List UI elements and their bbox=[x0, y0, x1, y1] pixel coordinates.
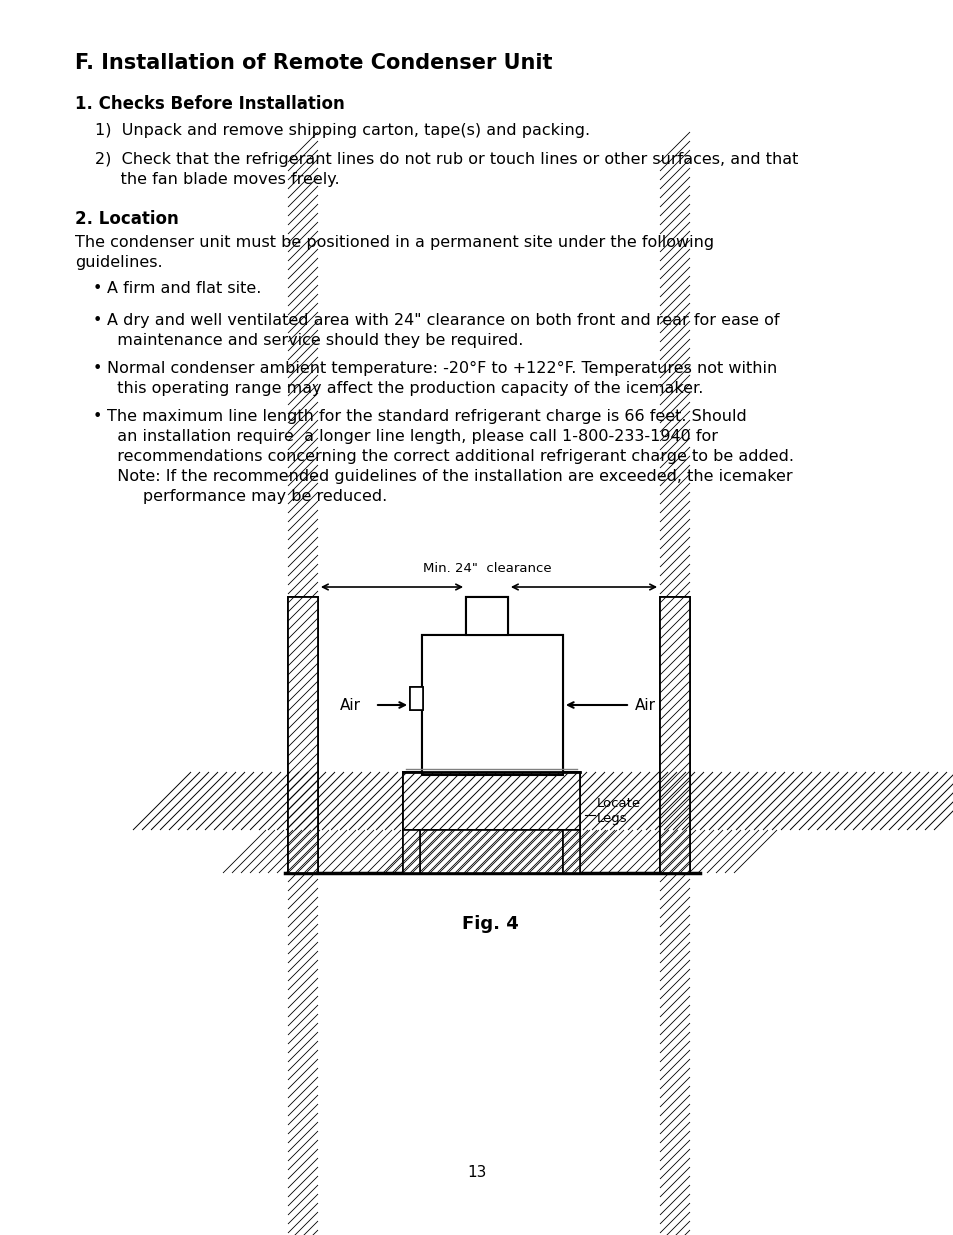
Text: performance may be reduced.: performance may be reduced. bbox=[107, 489, 387, 504]
Text: maintenance and service should they be required.: maintenance and service should they be r… bbox=[107, 333, 523, 348]
Text: The condenser unit must be positioned in a permanent site under the following: The condenser unit must be positioned in… bbox=[75, 235, 714, 249]
Bar bbox=[410, 687, 422, 710]
Text: A firm and flat site.: A firm and flat site. bbox=[107, 282, 261, 296]
Bar bbox=[562, 830, 579, 873]
Bar bbox=[402, 830, 419, 873]
Text: •: • bbox=[92, 361, 102, 375]
Text: recommendations concerning the correct additional refrigerant charge to be added: recommendations concerning the correct a… bbox=[107, 450, 793, 464]
Text: 13: 13 bbox=[467, 1165, 486, 1179]
Text: guidelines.: guidelines. bbox=[75, 254, 162, 270]
Text: Min. 24"  clearance: Min. 24" clearance bbox=[422, 562, 551, 576]
Bar bbox=[659, 597, 689, 873]
Text: F. Installation of Remote Condenser Unit: F. Installation of Remote Condenser Unit bbox=[75, 53, 552, 73]
Text: •: • bbox=[92, 312, 102, 329]
Text: Air: Air bbox=[635, 698, 656, 713]
Text: A dry and well ventilated area with 24" clearance on both front and rear for eas: A dry and well ventilated area with 24" … bbox=[107, 312, 779, 329]
Text: an installation require  a longer line length, please call 1-800-233-1940 for: an installation require a longer line le… bbox=[107, 429, 718, 445]
Bar bbox=[419, 830, 562, 873]
Bar bbox=[402, 772, 579, 830]
Text: 1. Checks Before Installation: 1. Checks Before Installation bbox=[75, 95, 344, 112]
Text: Air: Air bbox=[339, 698, 360, 713]
Text: 2. Location: 2. Location bbox=[75, 210, 178, 228]
Text: 1)  Unpack and remove shipping carton, tape(s) and packing.: 1) Unpack and remove shipping carton, ta… bbox=[95, 124, 590, 138]
Bar bbox=[421, 635, 562, 776]
Text: •: • bbox=[92, 409, 102, 424]
Text: Locate
Legs: Locate Legs bbox=[597, 797, 640, 825]
Text: Note: If the recommended guidelines of the installation are exceeded, the icemak: Note: If the recommended guidelines of t… bbox=[107, 469, 792, 484]
Text: the fan blade moves freely.: the fan blade moves freely. bbox=[95, 172, 339, 186]
Bar bbox=[288, 597, 317, 873]
Text: The maximum line length for the standard refrigerant charge is 66 feet. Should: The maximum line length for the standard… bbox=[107, 409, 746, 424]
Text: Fig. 4: Fig. 4 bbox=[461, 915, 517, 932]
Bar bbox=[465, 597, 507, 635]
Text: this operating range may affect the production capacity of the icemaker.: this operating range may affect the prod… bbox=[107, 382, 702, 396]
Text: 2)  Check that the refrigerant lines do not rub or touch lines or other surfaces: 2) Check that the refrigerant lines do n… bbox=[95, 152, 798, 167]
Text: •: • bbox=[92, 282, 102, 296]
Text: Normal condenser ambient temperature: -20°F to +122°F. Temperatures not within: Normal condenser ambient temperature: -2… bbox=[107, 361, 777, 375]
